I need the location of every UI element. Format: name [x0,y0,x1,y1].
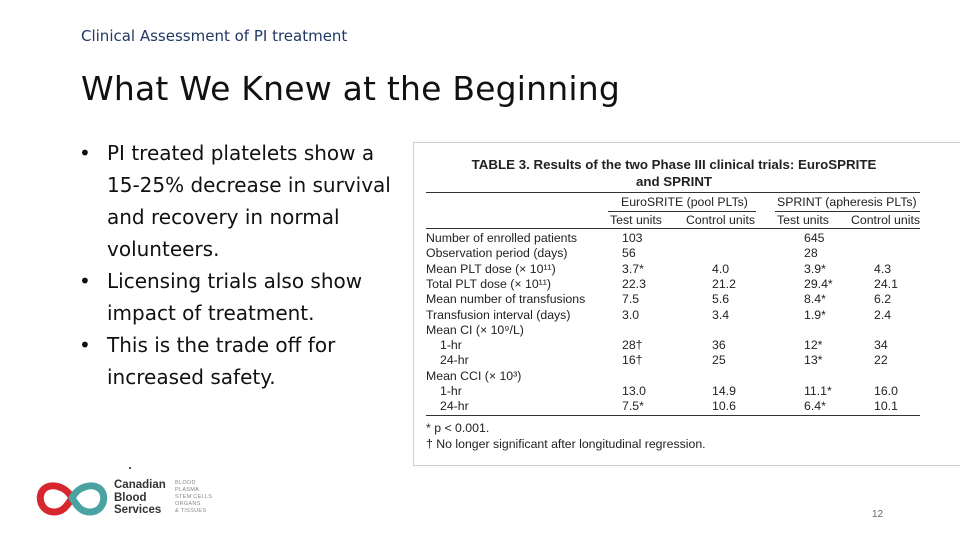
group-underline [775,211,920,212]
footnote: * p < 0.001. [426,421,490,435]
bullet-item: PI treated platelets show a 15-25% decre… [75,137,395,265]
group-underline [608,211,756,212]
cell-eurosprite-test: 3.0 [622,307,640,322]
cell-eurosprite-control: 36 [712,338,726,353]
slide-title: What We Knew at the Beginning [81,69,621,108]
table-row: Mean CI (× 10⁹/L) [426,323,920,338]
canadian-blood-services-logo: Canadian Blood Services BLOOD PLASMA STE… [36,478,226,520]
row-label: Mean CCI (× 10³) [426,368,522,383]
cell-eurosprite-test: 22.3 [622,276,646,291]
cell-sprint-control: 22 [874,353,888,368]
cell-eurosprite-test: 7.5* [622,399,644,414]
logo-tag-line: STEM CELLS [175,494,213,500]
cell-sprint-control: 2.4 [874,307,892,322]
cell-eurosprite-test: 13.0 [622,384,646,398]
cell-eurosprite-control: 14.9 [712,384,736,398]
cell-eurosprite-control: 10.6 [712,399,736,414]
logo-tag-line: ORGANS [175,501,201,507]
table-caption-line: and SPRINT [635,174,713,189]
bullet-item: This is the trade off for increased safe… [75,329,395,393]
logo-tag-line: PLASMA [175,487,200,493]
table-row: Mean CCI (× 10³) [426,369,920,384]
cell-sprint-test: 13* [804,353,823,368]
results-table-figure: TABLE 3. Results of the two Phase III cl… [413,142,960,466]
table-caption: TABLE 3. Results of the two Phase III cl… [414,156,934,190]
cell-sprint-test: 645 [804,231,825,245]
cell-sprint-control: 34 [874,338,888,353]
cell-eurosprite-control: 21.2 [712,276,736,291]
footnote: † No longer significant after longitudin… [426,437,706,451]
cell-eurosprite-control: 5.6 [712,292,730,307]
cell-sprint-test: 8.4* [804,292,826,307]
logo-mark-icon [36,482,108,516]
sub-header-test-units: Test units [777,213,829,227]
page-number: 12 [872,509,884,520]
table-row: Number of enrolled patients 103 645 [426,231,920,246]
logo-tag-line: & TISSUES [175,508,207,514]
cell-eurosprite-test: 103 [622,231,643,245]
logo-name-line: Blood [114,491,147,504]
cell-sprint-control: 24.1 [874,276,898,291]
sub-header-control-units: Control units [686,213,756,227]
table-row: 24-hr 7.5* 10.6 6.4* 10.1 [426,399,920,414]
logo-tag-line: BLOOD [175,480,196,486]
cell-sprint-test: 11.1* [804,384,832,398]
cell-eurosprite-test: 16† [622,353,643,368]
cell-eurosprite-control: 4.0 [712,261,730,276]
table-caption-line: TABLE 3. Results of the two Phase III cl… [471,157,877,172]
sub-header-test-units: Test units [610,213,662,227]
cell-eurosprite-test: 3.7* [622,261,644,276]
cell-sprint-test: 28 [804,246,818,261]
group-header-eurosprite: EuroSRITE (pool PLTs) [621,195,748,209]
table-top-rule [426,192,920,193]
row-label: Mean PLT dose (× 10¹¹) [426,261,556,276]
logo-mark-teal-loop [68,482,108,516]
slide-kicker: Clinical Assessment of PI treatment [81,27,348,45]
cell-sprint-test: 12* [804,338,823,353]
cell-eurosprite-control: 25 [712,353,726,368]
row-label: Mean number of transfusions [426,292,586,307]
row-label: 24-hr [440,353,469,368]
sub-header-control-units: Control units [851,213,921,227]
table-row: Total PLT dose (× 10¹¹) 22.3 21.2 29.4* 24.1 [426,277,920,292]
cell-eurosprite-test: 28† [622,338,643,353]
table-row: Mean PLT dose (× 10¹¹) 3.7* 4.0 3.9* 4.3 [426,262,920,277]
table-row: Transfusion interval (days) 3.0 3.4 1.9* 2.4 [426,308,920,323]
row-label: Transfusion interval (days) [426,307,571,322]
cell-eurosprite-test: 56 [622,246,636,261]
row-label: Mean CI (× 10⁹/L) [426,322,524,337]
row-label: Number of enrolled patients [426,231,578,245]
cell-sprint-test: 29.4* [804,276,833,291]
cell-eurosprite-test: 7.5 [622,292,640,307]
table-row: Mean number of transfusions 7.5 5.6 8.4* 6.2 [426,292,920,307]
logo-tagline: BLOOD PLASMA STEM CELLS ORGANS & TISSUES [175,480,212,515]
row-label: 1-hr [440,384,462,398]
logo-name: Canadian Blood Services [114,479,166,517]
table-row: Observation period (days) 56 28 [426,246,920,261]
cell-sprint-control: 4.3 [874,261,892,276]
table-row: 24-hr 16† 25 13* 22 [426,353,920,368]
table-header-rule [426,228,920,229]
cell-sprint-control: 16.0 [874,384,898,398]
cell-eurosprite-control: 3.4 [712,307,730,322]
bullet-list: PI treated platelets show a 15-25% decre… [75,137,395,393]
logo-name-line: Canadian [114,479,166,491]
bullet-item: Licensing trials also show impact of tre… [75,265,395,329]
table-row: 1-hr 28† 36 12* 34 [426,338,920,353]
cell-sprint-control: 10.1 [874,399,898,414]
logo-mark-red-loop [36,482,76,516]
row-label: Observation period (days) [426,246,568,261]
row-label: 24-hr [440,399,469,414]
table-bottom-rule [426,415,920,416]
cell-sprint-test: 3.9* [804,261,826,276]
row-label: Total PLT dose (× 10¹¹) [426,276,551,291]
small-dot [129,467,131,469]
row-label: 1-hr [440,338,462,353]
cell-sprint-test: 1.9* [804,307,826,322]
group-header-sprint: SPRINT (apheresis PLTs) [777,195,917,209]
cell-sprint-test: 6.4* [804,399,826,414]
logo-name-line: Services [114,504,162,516]
table-row: 1-hr 13.0 14.9 11.1* 16.0 [426,384,920,399]
cell-sprint-control: 6.2 [874,292,892,307]
